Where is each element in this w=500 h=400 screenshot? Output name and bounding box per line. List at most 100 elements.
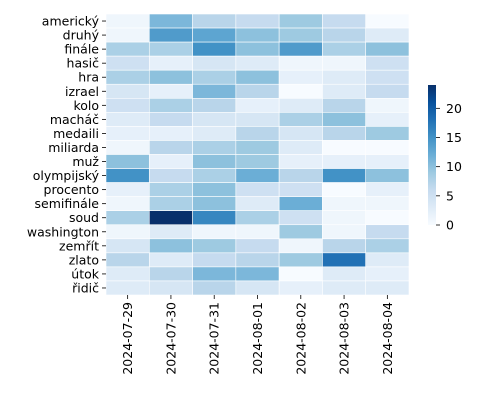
heatmap-cell	[278, 252, 323, 268]
heatmap-cell	[365, 266, 410, 282]
heatmap-cell	[278, 224, 323, 240]
y-tick-label: hra	[78, 70, 99, 85]
heatmap-cell	[365, 41, 410, 57]
colorbar-tick-label: 10	[446, 159, 462, 174]
heatmap-cell	[278, 112, 323, 127]
heatmap-cell	[235, 154, 280, 169]
y-tick-label: izrael	[65, 84, 99, 99]
heatmap-cell	[192, 252, 237, 268]
heatmap-cell	[278, 280, 323, 296]
heatmap-cell	[365, 27, 410, 43]
y-tick-label: řidič	[72, 280, 99, 295]
heatmap-cell	[105, 27, 150, 43]
heatmap-cell	[278, 182, 323, 197]
heatmap-cell	[192, 55, 237, 71]
y-tick-labels: americkýdruhýfinálehasičhraizraelkolomac…	[27, 14, 106, 295]
y-tick-label: druhý	[63, 28, 100, 43]
heatmap-cell	[148, 238, 193, 254]
heatmap-cell	[192, 83, 237, 99]
heatmap-cell	[322, 168, 367, 183]
heatmap-cell	[365, 154, 410, 169]
heatmap-cell	[322, 266, 367, 282]
heatmap-cell	[105, 126, 150, 141]
heatmap-cell	[105, 98, 150, 113]
heatmap-cell	[235, 238, 280, 254]
heatmap-cell	[105, 83, 150, 99]
y-tick-label: zemřít	[59, 238, 99, 253]
heatmap-cell	[235, 112, 280, 127]
heatmap-cell	[322, 210, 367, 226]
heatmap-cell	[365, 55, 410, 71]
y-tick-label: washington	[27, 224, 99, 239]
heatmap-cell	[192, 98, 237, 113]
heatmap-cell	[322, 27, 367, 43]
heatmap-cell	[105, 238, 150, 254]
heatmap-cell	[322, 238, 367, 254]
heatmap-cell	[148, 41, 193, 57]
heatmap-cell	[278, 266, 323, 282]
heatmap-cell	[322, 55, 367, 71]
heatmap-cell	[148, 210, 193, 226]
y-tick-label: procento	[44, 182, 99, 197]
heatmap-cell	[322, 41, 367, 57]
heatmap-cell	[278, 83, 323, 99]
heatmap-cell	[322, 196, 367, 211]
heatmap-cell	[365, 238, 410, 254]
heatmap-cell	[322, 280, 367, 296]
heatmap-cell	[192, 280, 237, 296]
heatmap-cell	[148, 69, 193, 85]
heatmap-cell	[148, 112, 193, 127]
heatmap-cell	[365, 252, 410, 268]
colorbar-tick-label: 5	[446, 188, 454, 203]
heatmap-cell	[192, 210, 237, 226]
heatmap-cell	[278, 210, 323, 226]
heatmap-cell	[235, 98, 280, 113]
y-tick-label: olympijský	[33, 168, 100, 183]
heatmap-cell	[148, 126, 193, 141]
heatmap-cell	[105, 168, 150, 183]
heatmap-cell	[322, 126, 367, 141]
heatmap-cell	[192, 238, 237, 254]
heatmap-cell	[365, 280, 410, 296]
heatmap-cell	[192, 69, 237, 85]
heatmap-cell	[235, 182, 280, 197]
heatmap-cell	[278, 13, 323, 29]
heatmap-cell	[105, 266, 150, 282]
heatmap-cell	[105, 196, 150, 211]
heatmap-cell	[365, 224, 410, 240]
heatmap-cell	[235, 168, 280, 183]
heatmap-cell	[278, 140, 323, 155]
heatmap-cell	[235, 55, 280, 71]
heatmap-cell	[278, 27, 323, 43]
heatmap-cell	[105, 210, 150, 226]
heatmap-cell	[278, 69, 323, 85]
heatmap-cell	[235, 140, 280, 155]
x-tick-label: 2024-08-02	[293, 302, 308, 375]
heatmap-cells	[105, 13, 410, 296]
heatmap-cell	[278, 168, 323, 183]
heatmap-cell	[235, 224, 280, 240]
x-tick-label: 2024-07-30	[163, 302, 178, 375]
heatmap-cell	[322, 252, 367, 268]
heatmap-cell	[148, 140, 193, 155]
y-tick-label: macháč	[50, 112, 99, 127]
heatmap-cell	[148, 98, 193, 113]
heatmap-cell	[322, 224, 367, 240]
heatmap-cell	[235, 252, 280, 268]
y-tick-label: finále	[64, 42, 99, 57]
y-tick-label: muž	[72, 154, 99, 169]
heatmap-cell	[278, 196, 323, 211]
heatmap-cell	[105, 280, 150, 296]
heatmap-cell	[322, 182, 367, 197]
heatmap-cell	[235, 126, 280, 141]
y-tick-label: semifinále	[35, 196, 100, 211]
y-tick-label: hasič	[67, 56, 100, 71]
heatmap-cell	[148, 280, 193, 296]
heatmap-cell	[322, 140, 367, 155]
heatmap-cell	[278, 238, 323, 254]
heatmap-cell	[235, 280, 280, 296]
heatmap-cell	[235, 41, 280, 57]
heatmap-cell	[148, 168, 193, 183]
colorbar-tick-label: 0	[446, 218, 454, 233]
heatmap-cell	[322, 98, 367, 113]
